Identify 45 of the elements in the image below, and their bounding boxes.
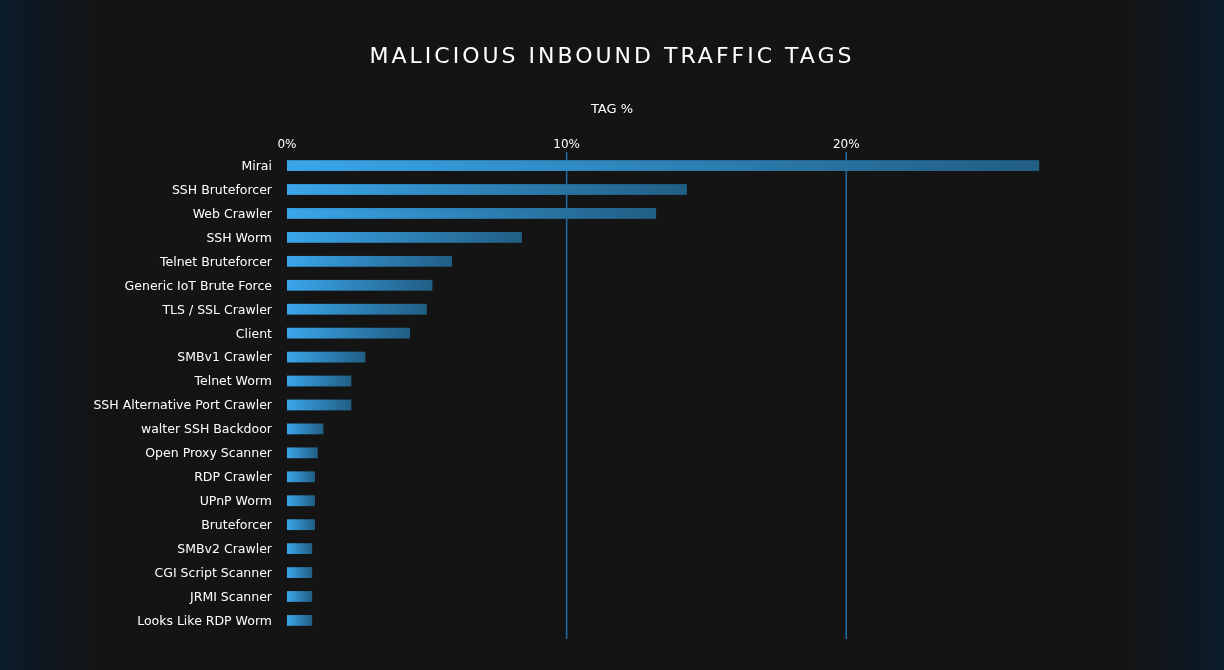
- y-tick-label: Open Proxy Scanner: [145, 445, 273, 461]
- bar: [287, 184, 687, 195]
- y-tick-label: walter SSH Backdoor: [140, 421, 273, 437]
- bar: [287, 447, 318, 459]
- y-tick-label: Mirai: [241, 157, 272, 173]
- bar: [287, 351, 366, 363]
- y-tick-label: TLS / SSL Crawler: [161, 301, 273, 317]
- y-tick-label: SMBv1 Crawler: [177, 349, 273, 365]
- bar: [287, 327, 411, 339]
- y-tick-label: Telnet Worm: [193, 373, 272, 389]
- x-tick-label: 10%: [553, 137, 580, 151]
- bar: [287, 279, 433, 291]
- bar: [287, 303, 427, 315]
- bar: [287, 519, 315, 531]
- bar: [287, 495, 315, 507]
- y-tick-label: Web Crawler: [192, 205, 273, 221]
- bar: [287, 591, 313, 602]
- x-tick-label: 0%: [277, 137, 297, 151]
- bar: [287, 615, 313, 626]
- y-tick-label: JRMI Scanner: [189, 588, 273, 604]
- y-tick-label: Telnet Bruteforcer: [158, 253, 273, 269]
- bar: [287, 423, 324, 435]
- y-tick-label: SMBv2 Crawler: [177, 540, 273, 556]
- chart-title: MALICIOUS INBOUND TRAFFIC TAGS: [369, 43, 855, 68]
- y-tick-label: Looks Like RDP Worm: [137, 612, 272, 628]
- y-tick-label: Client: [235, 325, 273, 341]
- bar: [287, 399, 352, 411]
- bar: [287, 375, 352, 387]
- y-tick-label: Generic IoT Brute Force: [124, 277, 273, 293]
- bar: [287, 208, 657, 219]
- x-axis-title: TAG %: [589, 101, 634, 116]
- y-tick-label: SSH Bruteforcer: [171, 181, 273, 197]
- x-tick-label: 20%: [832, 137, 860, 151]
- y-tick-label: RDP Crawler: [194, 469, 273, 485]
- bar: [287, 232, 522, 243]
- bar: [287, 567, 313, 578]
- y-tick-label: CGI Script Scanner: [154, 564, 273, 580]
- y-tick-label: UPnP Worm: [199, 493, 272, 509]
- y-tick-label: Bruteforcer: [201, 517, 273, 533]
- y-tick-label: SSH Worm: [206, 229, 272, 245]
- bar: [287, 471, 315, 483]
- bar: [287, 160, 1040, 171]
- bar: [287, 255, 452, 267]
- bar: [287, 543, 313, 554]
- y-tick-label: SSH Alternative Port Crawler: [93, 397, 273, 413]
